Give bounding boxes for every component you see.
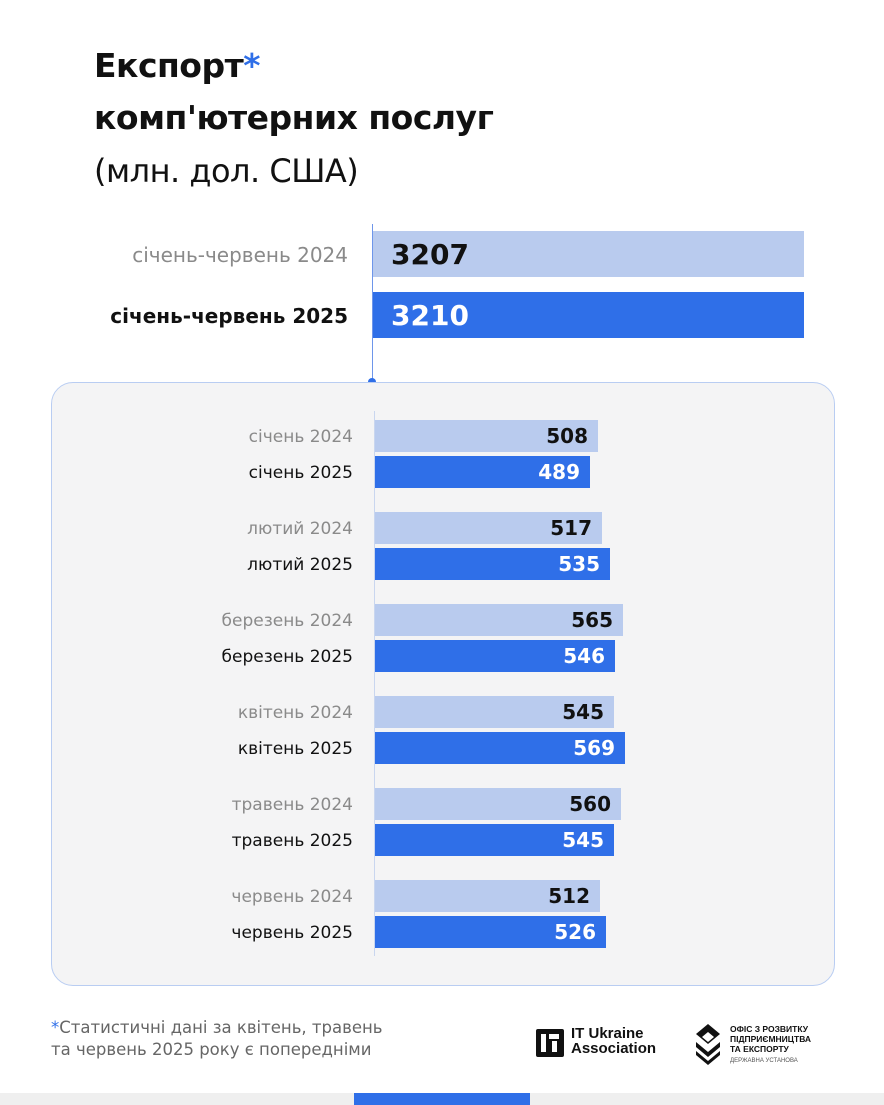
month-value-2024: 565 bbox=[571, 608, 613, 632]
month-label-2025: червень 2025 bbox=[231, 923, 353, 943]
month-value-2025: 545 bbox=[562, 828, 604, 852]
footnote-asterisk: * bbox=[51, 1018, 60, 1037]
it-ukraine-logo-text: IT Ukraine Association bbox=[571, 1026, 656, 1056]
month-label-2024: травень 2024 bbox=[231, 795, 353, 815]
office-export-logo-subtitle: ДЕРЖАВНА УСТАНОВА bbox=[730, 1058, 798, 1064]
footnote: *Статистичні дані за квітень, травень та… bbox=[51, 1017, 471, 1061]
month-value-2025: 546 bbox=[563, 644, 605, 668]
summary-label-2024: січень-червень 2024 bbox=[132, 243, 348, 267]
month-bar-2024 bbox=[375, 604, 623, 636]
month-label-2025: березень 2025 bbox=[221, 647, 354, 667]
month-label-2025: травень 2025 bbox=[231, 831, 353, 851]
month-bar-2025 bbox=[375, 640, 615, 672]
month-bar-2024 bbox=[375, 420, 598, 452]
summary-label-2025: січень-червень 2025 bbox=[110, 304, 348, 328]
office-line-2: ПІДПРИЄМНИЦТВА bbox=[730, 1034, 812, 1044]
month-value-2024: 517 bbox=[550, 516, 592, 540]
month-bar-2024 bbox=[375, 788, 621, 820]
month-value-2024: 508 bbox=[546, 424, 588, 448]
it-ukraine-logo-icon bbox=[536, 1029, 564, 1057]
month-label-2024: січень 2024 bbox=[248, 427, 353, 447]
chart-title: Експорт* комп'ютерних послуг (млн. дол. … bbox=[94, 40, 494, 198]
month-label-2025: лютий 2025 bbox=[247, 555, 353, 575]
month-value-2024: 545 bbox=[562, 700, 604, 724]
office-export-logo-icon bbox=[696, 1024, 720, 1065]
month-bar-2025 bbox=[375, 548, 610, 580]
month-value-2025: 526 bbox=[554, 920, 596, 944]
month-bar-2025 bbox=[375, 456, 590, 488]
month-label-2024: червень 2024 bbox=[231, 887, 353, 907]
monthly-axis-line bbox=[374, 411, 375, 956]
month-value-2024: 560 bbox=[569, 792, 611, 816]
month-label-2024: лютий 2024 bbox=[247, 519, 353, 539]
office-export-logo-text: ОФІС З РОЗВИТКУ ПІДПРИЄМНИЦТВА ТА ЕКСПОР… bbox=[730, 1024, 811, 1054]
month-value-2025: 569 bbox=[573, 736, 615, 760]
title-line-1: Експорт* bbox=[94, 40, 493, 92]
month-label-2024: березень 2024 bbox=[221, 611, 354, 631]
month-bar-2024 bbox=[375, 696, 614, 728]
title-word: Експорт bbox=[94, 46, 244, 85]
month-label-2025: січень 2025 bbox=[248, 463, 353, 483]
month-label-2025: квітень 2025 bbox=[237, 739, 353, 759]
month-bar-2024 bbox=[375, 880, 600, 912]
month-bar-2025 bbox=[375, 916, 606, 948]
summary-value-2025: 3210 bbox=[391, 299, 469, 332]
footnote-line-2: та червень 2025 року є попередніми bbox=[51, 1040, 372, 1059]
summary-value-2024: 3207 bbox=[391, 238, 469, 271]
title-units: (млн. дол. США) bbox=[94, 152, 359, 190]
month-bar-2025 bbox=[375, 732, 625, 764]
month-bar-2024 bbox=[375, 512, 602, 544]
title-asterisk: * bbox=[243, 46, 260, 85]
monthly-chart-panel: січень 2024 508 січень 2025 489 лютий 2024 51… bbox=[51, 382, 835, 986]
month-bar-2025 bbox=[375, 824, 614, 856]
summary-bar-2025 bbox=[373, 292, 804, 338]
bottom-accent-tab bbox=[354, 1093, 530, 1105]
title-line-2: комп'ютерних послуг bbox=[94, 98, 494, 137]
summary-chart: січень-червень 2024 3207 січень-червень 20… bbox=[0, 0, 884, 390]
month-value-2024: 512 bbox=[548, 884, 590, 908]
office-line-1: ОФІС З РОЗВИТКУ bbox=[730, 1024, 809, 1034]
itua-line-1: IT Ukraine bbox=[571, 1025, 644, 1042]
month-value-2025: 489 bbox=[538, 460, 580, 484]
summary-axis-line bbox=[372, 224, 373, 382]
office-line-3: ТА ЕКСПОРТУ bbox=[730, 1044, 789, 1054]
month-label-2024: квітень 2024 bbox=[237, 703, 353, 723]
summary-bar-2024 bbox=[373, 231, 804, 277]
month-value-2025: 535 bbox=[558, 552, 600, 576]
footnote-line-1: Статистичні дані за квітень, травень bbox=[59, 1018, 383, 1037]
itua-line-2: Association bbox=[571, 1040, 657, 1057]
